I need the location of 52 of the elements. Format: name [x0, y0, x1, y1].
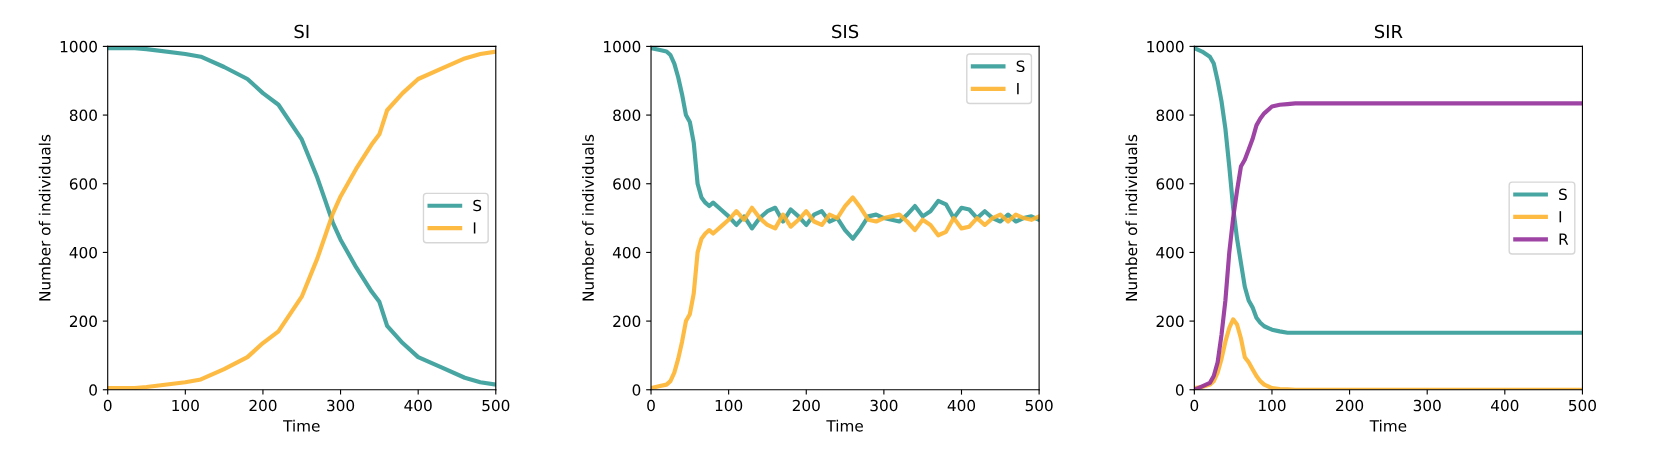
y-tick-label: 200 — [1156, 315, 1184, 328]
y-tick-label: 400 — [612, 246, 641, 259]
x-tick-label: 400 — [947, 399, 976, 412]
x-tick-label: 200 — [1336, 399, 1364, 412]
y-tick-label: 1000 — [60, 40, 97, 53]
chart-title: SI — [294, 24, 309, 39]
x-axis-title: Time — [826, 419, 863, 432]
x-tick-label: 200 — [792, 399, 820, 412]
y-tick-label: 200 — [69, 315, 97, 328]
y-tick-label: 0 — [1175, 384, 1184, 396]
y-tick-label: 800 — [1156, 109, 1184, 122]
y-tick-label: 1000 — [604, 40, 641, 53]
y-tick-label: 800 — [69, 109, 97, 122]
y-tick-label: 0 — [89, 384, 97, 396]
y-tick-label: 400 — [69, 246, 97, 259]
x-tick-label: 0 — [647, 399, 655, 412]
y-axis-title: Number of individuals — [38, 134, 51, 301]
x-tick-label: 500 — [1025, 399, 1053, 412]
x-tick-label: 400 — [404, 399, 432, 412]
x-tick-label: 500 — [1569, 399, 1596, 412]
chart-title: SIR — [1374, 24, 1403, 39]
y-tick-label: 800 — [613, 109, 641, 122]
x-tick-label: 0 — [1190, 399, 1199, 412]
y-tick-label: 1000 — [1147, 40, 1184, 53]
x-tick-label: 100 — [172, 399, 199, 412]
y-axis-title: Number of individuals — [582, 134, 594, 301]
x-tick-label: 300 — [327, 399, 355, 412]
x-tick-label: 500 — [482, 399, 510, 412]
x-tick-label: 100 — [1259, 399, 1286, 412]
x-tick-label: 300 — [1413, 399, 1441, 412]
y-tick-label: 600 — [69, 178, 97, 190]
x-tick-label: 0 — [103, 399, 112, 412]
y-tick-label: 0 — [632, 384, 641, 396]
x-axis-title: Time — [283, 419, 320, 432]
legend-label: S — [1016, 60, 1025, 72]
x-tick-label: 200 — [249, 399, 277, 412]
x-tick-label: 400 — [1490, 399, 1519, 412]
x-tick-label: 300 — [870, 399, 898, 412]
legend-label: R — [1559, 233, 1569, 245]
legend-label: I — [473, 222, 476, 234]
y-axis-title: Number of individuals — [1125, 134, 1138, 301]
legend-label: I — [1559, 211, 1562, 223]
y-tick-label: 400 — [1156, 246, 1184, 259]
y-tick-label: 200 — [613, 315, 641, 328]
legend-label: I — [1017, 83, 1019, 95]
y-tick-label: 600 — [613, 178, 641, 190]
x-tick-label: 100 — [715, 399, 743, 412]
y-tick-label: 600 — [1156, 178, 1184, 190]
legend-label: S — [1559, 188, 1567, 201]
x-axis-title: Time — [1369, 419, 1407, 432]
chart-title: SIS — [832, 24, 859, 39]
legend-label: S — [473, 199, 482, 212]
